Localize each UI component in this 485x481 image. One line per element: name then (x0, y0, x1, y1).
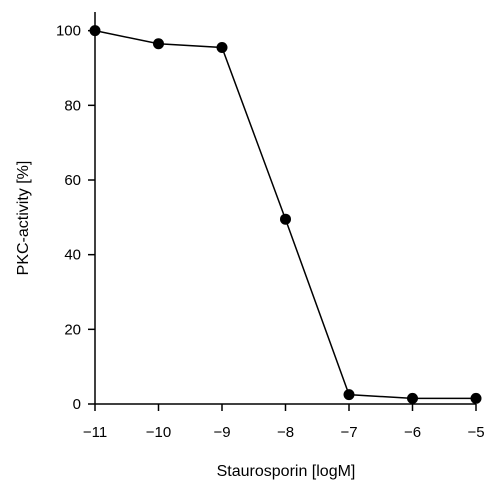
data-point (153, 38, 164, 50)
y-axis-ticks: 0 20 40 60 80 100 (56, 23, 95, 413)
x-tick-label: −9 (213, 424, 230, 441)
x-axis-ticks: −11 −10 −9 −8 −7 −6 −5 (83, 404, 485, 441)
x-tick-label: −6 (404, 424, 421, 441)
data-point (343, 389, 355, 401)
x-axis-label: Staurosporin [logM] (217, 463, 356, 480)
y-tick-label: 80 (64, 97, 81, 114)
y-tick-label: 60 (64, 172, 81, 189)
y-tick-label: 0 (73, 396, 81, 413)
y-tick-label: 20 (64, 321, 81, 338)
data-point (280, 213, 291, 225)
x-tick-label: −5 (467, 424, 484, 441)
x-tick-label: −10 (146, 424, 171, 441)
data-point (89, 25, 101, 37)
data-series (89, 25, 482, 404)
x-tick-label: −8 (277, 424, 294, 441)
y-tick-label: 100 (56, 23, 81, 40)
y-axis-label: PKC-activity [%] (15, 161, 32, 276)
axes (94, 12, 476, 405)
y-tick-label: 40 (64, 247, 81, 264)
x-tick-label: −7 (340, 424, 357, 441)
data-point (470, 392, 482, 404)
data-point (407, 392, 418, 404)
x-tick-label: −11 (83, 424, 107, 441)
data-point (216, 41, 228, 53)
